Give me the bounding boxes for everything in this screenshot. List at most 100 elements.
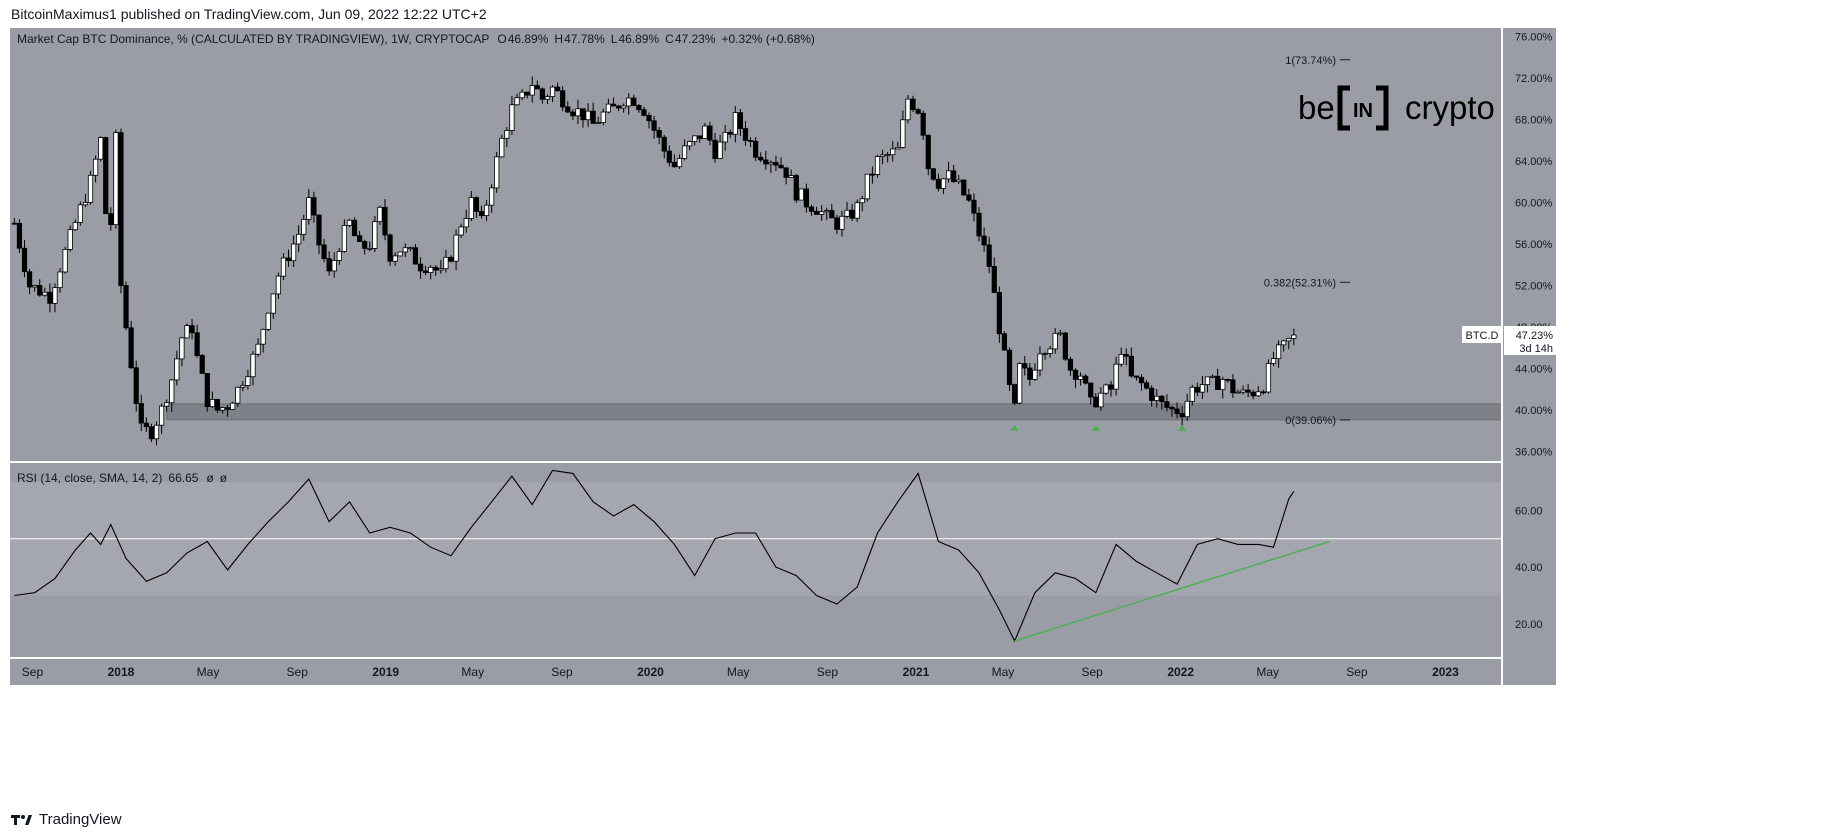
time-axis-label: May [727,665,750,679]
candle-down [362,241,368,249]
candle-up [514,97,520,106]
rsi-line [14,469,1295,643]
candle-up [1286,338,1292,342]
rsi-title: RSI (14, close, SMA, 14, 2) [17,471,162,485]
candle-up [245,376,251,386]
green-arrow-marker [1010,424,1019,431]
candle-down [590,110,596,124]
candle-down [133,367,139,404]
candle-down [671,161,678,168]
candle-up [169,379,175,404]
candle-down [834,217,840,230]
candle-up [301,219,307,235]
candle-up [824,210,830,213]
candle-down [143,422,149,428]
candle-down [21,247,28,273]
candle-down [448,256,454,262]
candle-down [813,210,820,215]
candle-down [1067,358,1074,371]
price-tag [1504,326,1556,356]
candle-up [184,325,190,339]
candle-down [108,213,114,226]
candle-up [92,158,99,176]
candle-down [636,105,642,111]
candle-up [280,257,287,277]
candle-up [874,156,881,175]
candle-up [1255,391,1261,397]
candle-up [296,233,302,245]
rsi-axis-label: 20.00 [1515,619,1543,631]
candle-down [103,137,109,215]
candle-up [626,97,632,107]
candle-up [82,202,89,206]
candle-down [763,159,769,165]
time-axis-label: May [197,665,220,679]
candle-up [483,204,490,216]
candle-down [666,150,672,163]
candle-down [37,285,43,296]
candle-up [291,243,297,262]
candle-down [224,407,231,410]
candle-up [676,157,683,168]
candle-up [819,211,825,215]
candle-up [346,219,353,226]
candle-up [179,337,185,360]
candle-down [697,135,703,139]
ohlc-value: 47.23% [675,32,716,46]
candle-up [1291,334,1297,339]
candle-down [1006,349,1013,385]
candle-down [920,112,926,136]
candle-down [803,188,810,208]
watermark-text: IN [1353,100,1373,122]
symbol-tag-text: BTC.D [1466,330,1499,342]
candle-down [1088,382,1094,398]
price-change: +0.32% (+0.68%) [722,32,815,46]
candle-up [72,222,78,231]
candle-down [1215,375,1221,390]
candle-up [255,343,261,355]
candle-down [1123,354,1129,357]
candle-up [499,137,505,158]
time-axis-label: May [1256,665,1279,679]
candle-down [773,162,779,166]
candle-up [98,137,104,160]
candle-down [326,258,332,272]
time-axis-label: Sep [22,665,44,679]
candle-down [661,136,667,152]
candle-down [1093,396,1099,408]
candle-down [1027,367,1033,380]
candle-down [560,90,566,108]
rsi-axis-label: 60.00 [1515,505,1543,517]
candle-down [382,206,388,236]
price-tag-value: 47.23% [1516,330,1554,342]
candle-down [1143,382,1150,389]
candle-up [509,104,515,131]
candle-down [925,134,931,170]
candle-up [585,110,591,121]
candle-down [16,222,23,249]
ohlc-label: H [554,32,563,46]
candle-up [681,145,688,159]
candle-down [996,292,1002,335]
candle-down [986,244,992,267]
time-axis-label: Sep [551,665,573,679]
rsi-axis-label: 40.00 [1515,562,1543,574]
candle-down [1164,401,1170,408]
candle-down [758,156,764,161]
candle-up [1037,353,1043,371]
candle-down [285,257,292,262]
candle-up [1118,354,1124,365]
candle-down [204,373,210,408]
candle-up [956,179,962,183]
price-axis-label: 44.00% [1515,364,1553,376]
price-axis-label: 60.00% [1515,197,1553,209]
candle-up [230,402,236,410]
candle-down [1149,387,1155,401]
candle-up [1265,363,1272,393]
candle-down [417,263,424,272]
candle-down [412,247,419,265]
candle-up [732,112,738,135]
candle-up [844,209,850,217]
candle-up [489,187,495,206]
price-axis-label: 76.00% [1515,31,1553,43]
